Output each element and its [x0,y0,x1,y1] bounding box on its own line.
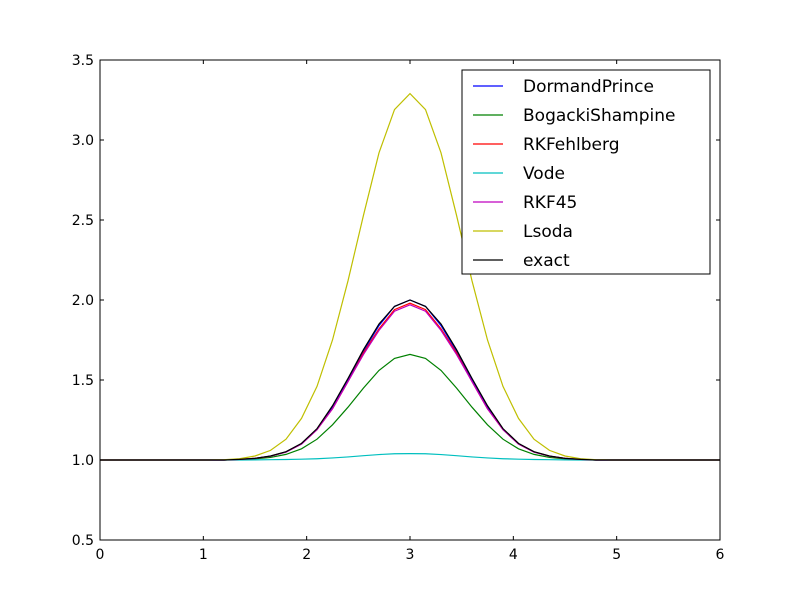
y-tick-label: 3.5 [72,53,94,69]
legend-box [461,69,711,275]
ticks-layer: 0 1 2 3 4 5 6 0.5 1.0 1.5 2.0 2.5 3.0 3.5 [72,53,725,563]
x-tick-label: 5 [612,547,621,563]
legend-label-rkf45: RKF45 [523,193,577,213]
y-tick-label: 2.5 [72,213,94,229]
x-tick-label: 6 [716,547,725,563]
x-tick-label: 3 [406,547,415,563]
series-line-exact [100,299,720,461]
y-tick-label: 0.5 [72,533,94,549]
legend-label-lsoda: Lsoda [523,222,573,242]
x-tick-label: 4 [509,547,518,563]
x-tick-label: 2 [302,547,311,563]
y-tick-label: 1.5 [72,373,94,389]
legend-label-rkfehlberg: RKFehlberg [523,135,620,155]
x-tick-label: 0 [96,547,105,563]
legend-label-vode: Vode [523,164,565,184]
y-tick-label: 2.0 [72,293,94,309]
legend: DormandPrince BogackiShampine RKFehlberg Vo… [461,69,711,275]
legend-label-bogackishampine: BogackiShampine [523,106,675,126]
y-tick-label: 1.0 [72,453,94,469]
y-tick-label: 3.0 [72,133,94,149]
series-layer [100,92,720,461]
x-tick-label: 1 [199,547,208,563]
legend-label-dormandprince: DormandPrince [523,77,654,97]
legend-label-exact: exact [523,251,570,271]
